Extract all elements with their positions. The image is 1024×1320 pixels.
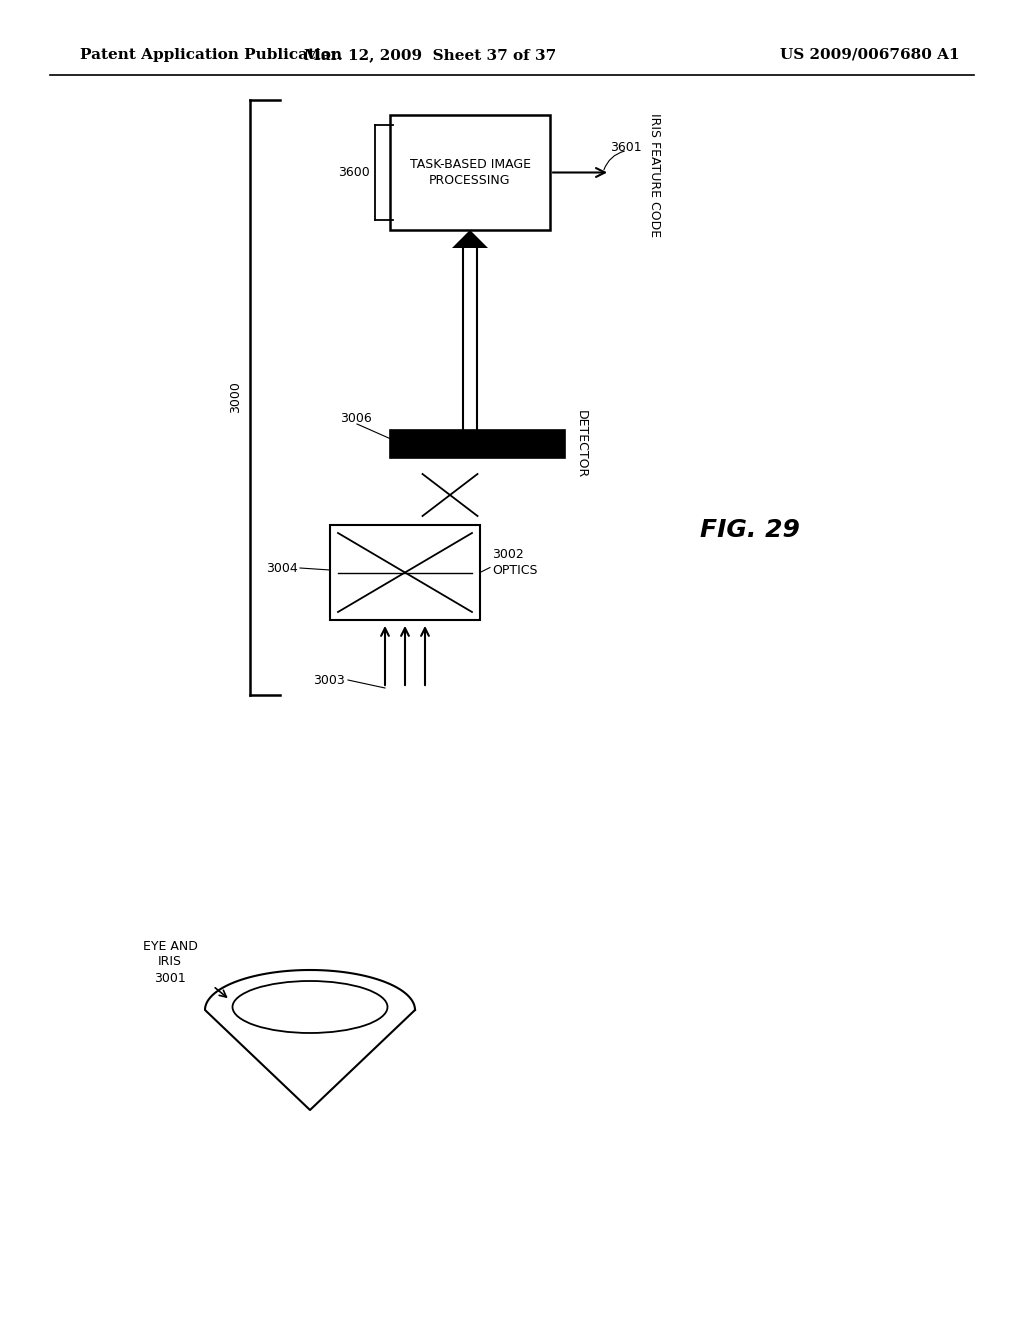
Text: 3004: 3004 — [266, 561, 298, 574]
Text: Mar. 12, 2009  Sheet 37 of 37: Mar. 12, 2009 Sheet 37 of 37 — [304, 48, 556, 62]
Bar — [390, 115, 550, 230]
Text: US 2009/0067680 A1: US 2009/0067680 A1 — [780, 48, 961, 62]
Text: EYE AND
IRIS: EYE AND IRIS — [142, 940, 198, 968]
Text: 3000: 3000 — [229, 381, 242, 413]
Text: DETECTOR: DETECTOR — [575, 411, 588, 478]
Polygon shape — [452, 230, 488, 248]
Text: IRIS FEATURE CODE: IRIS FEATURE CODE — [648, 114, 662, 238]
Text: 3002
OPTICS: 3002 OPTICS — [492, 549, 538, 577]
Text: FIG. 29: FIG. 29 — [700, 517, 800, 543]
Bar — [330, 525, 480, 620]
Bar — [390, 430, 565, 458]
Text: 3001: 3001 — [155, 972, 186, 985]
Text: 3003: 3003 — [313, 673, 345, 686]
Text: 3600: 3600 — [338, 165, 370, 178]
Text: 3601: 3601 — [610, 141, 642, 154]
Text: 3006: 3006 — [340, 412, 372, 425]
Text: TASK-BASED IMAGE
PROCESSING: TASK-BASED IMAGE PROCESSING — [410, 158, 530, 186]
Text: Patent Application Publication: Patent Application Publication — [80, 48, 342, 62]
